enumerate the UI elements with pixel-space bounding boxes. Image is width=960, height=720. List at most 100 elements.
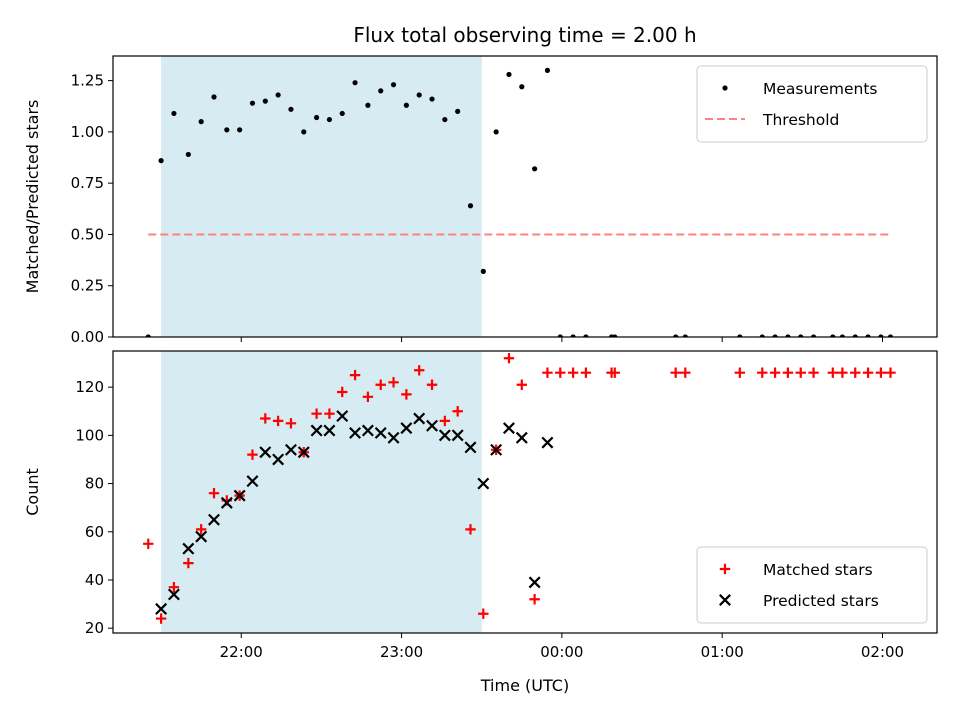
top-panel: 0.00 0.25 0.50 0.75 1.00 1.25 Matched/Predicte… — [23, 55, 938, 346]
legend-label: Measurements — [763, 80, 878, 98]
data-point — [782, 367, 794, 378]
data-point — [555, 367, 566, 378]
data-point — [365, 102, 371, 108]
data-point — [798, 334, 804, 337]
data-point — [490, 443, 503, 456]
data-point — [734, 367, 746, 378]
x-tick-label: 22:00 — [220, 643, 263, 661]
data-point — [795, 367, 806, 378]
data-point — [438, 429, 451, 442]
data-point — [442, 116, 448, 123]
data-point — [155, 613, 167, 624]
data-point — [339, 110, 345, 117]
data-point — [852, 334, 858, 337]
y-tick-label: 1.00 — [71, 123, 104, 141]
data-point — [208, 513, 220, 526]
data-point — [567, 367, 579, 378]
data-point — [171, 110, 177, 117]
x-tick-label: 00:00 — [540, 643, 583, 661]
y-tick-label: 0.75 — [71, 174, 104, 192]
y-tick-label: 100 — [75, 426, 104, 444]
data-point — [195, 524, 207, 535]
data-point — [182, 542, 195, 555]
data-point — [155, 602, 168, 615]
data-point — [145, 334, 151, 337]
data-point — [413, 412, 426, 425]
data-point — [837, 367, 848, 378]
data-point — [426, 419, 438, 432]
series-measurements — [145, 67, 894, 337]
data-point — [275, 92, 281, 98]
y-axis-label: Count — [23, 468, 42, 516]
data-point — [772, 334, 778, 337]
data-point — [439, 415, 451, 427]
data-point — [429, 96, 435, 102]
data-point — [288, 106, 294, 112]
data-point — [451, 429, 464, 442]
data-point — [478, 608, 489, 619]
data-point — [208, 488, 220, 499]
data-point — [416, 92, 422, 98]
data-point — [503, 353, 515, 364]
data-point — [247, 449, 258, 460]
data-point — [297, 446, 310, 459]
plot-area — [143, 353, 896, 624]
data-point — [311, 408, 322, 419]
data-point — [570, 334, 576, 337]
data-point — [493, 129, 499, 135]
x-axis-label: Time (UTC) — [480, 676, 569, 695]
data-point — [362, 391, 374, 402]
legend-marker — [722, 85, 728, 91]
data-point — [272, 453, 285, 466]
data-point — [352, 80, 358, 86]
data-point — [885, 367, 896, 378]
data-point — [670, 367, 681, 378]
legend-box — [696, 546, 928, 624]
data-point — [336, 410, 349, 423]
y-tick-label: 1.25 — [71, 72, 104, 90]
y-tick-label: 120 — [75, 378, 104, 396]
data-point — [167, 588, 180, 601]
data-point — [827, 367, 838, 378]
data-point — [284, 443, 297, 456]
y-tick-label: 80 — [85, 475, 104, 493]
data-point — [326, 116, 333, 123]
data-point — [544, 67, 551, 73]
data-point — [583, 334, 589, 337]
data-point — [808, 367, 819, 378]
observing-window-span — [161, 56, 482, 337]
y-tick-label: 0.25 — [71, 277, 104, 295]
series-matched-stars — [143, 353, 896, 624]
data-point — [682, 334, 688, 337]
x-tick-label: 02:00 — [861, 643, 904, 661]
data-point — [557, 334, 563, 337]
data-point — [757, 367, 768, 378]
data-point — [516, 379, 527, 390]
observing-window-span — [161, 351, 482, 633]
data-point — [143, 538, 154, 550]
data-point — [467, 203, 474, 209]
data-point — [388, 377, 399, 388]
chart-title: Flux total observing time = 2.00 h — [353, 23, 696, 47]
data-point — [403, 102, 409, 108]
data-point — [400, 422, 413, 435]
data-point — [378, 88, 384, 94]
data-point — [198, 119, 204, 125]
series-predicted-stars — [155, 410, 554, 615]
data-point — [464, 441, 477, 454]
data-point — [324, 408, 335, 419]
data-point — [168, 582, 180, 593]
data-point — [337, 386, 348, 398]
data-point — [249, 100, 256, 106]
y-tick-label: 60 — [85, 523, 104, 541]
x-tick-label: 01:00 — [701, 643, 744, 661]
data-point — [185, 151, 191, 158]
y-tick-label: 40 — [85, 571, 104, 589]
data-point — [612, 334, 618, 337]
legend-label: Threshold — [762, 111, 839, 129]
data-point — [875, 367, 887, 378]
data-point — [246, 475, 259, 488]
data-point — [506, 71, 512, 78]
data-point — [515, 431, 528, 444]
